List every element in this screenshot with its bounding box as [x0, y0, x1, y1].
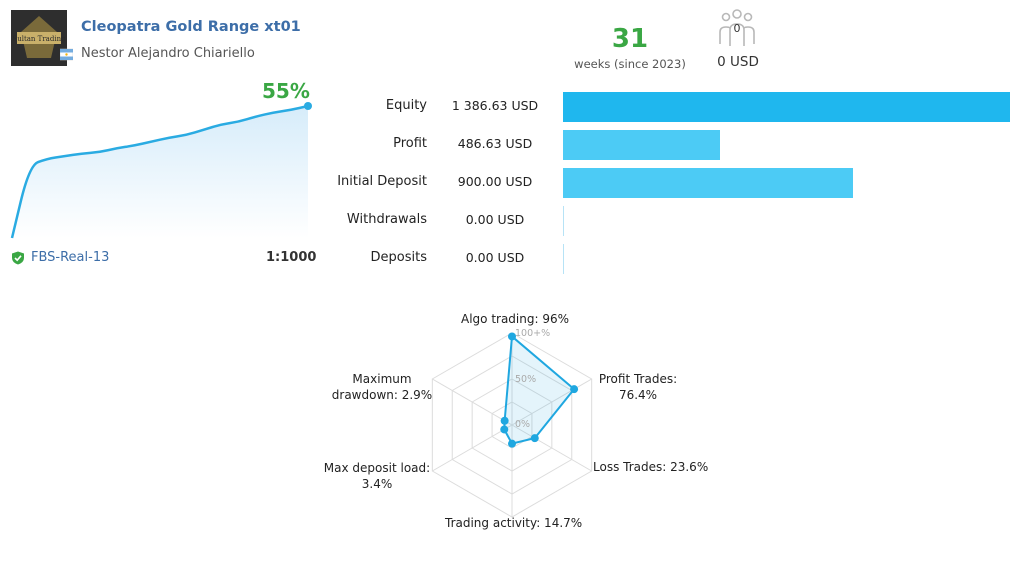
growth-end-point — [304, 102, 312, 110]
signal-title[interactable]: Cleopatra Gold Range xt01 — [81, 19, 301, 35]
verified-shield-icon — [12, 251, 24, 265]
argentina-flag-icon — [60, 48, 73, 61]
author-avatar[interactable]: Sultan Trading — [11, 10, 67, 66]
subscribers-count: 0 — [733, 22, 741, 35]
radar-point — [570, 385, 579, 394]
radar-label-loss-trades: Loss Trades: 23.6% — [593, 460, 709, 474]
radar-label-profit-trades: Profit Trades: 76.4% — [598, 372, 678, 402]
withdrawals-label: Withdrawals — [346, 212, 427, 227]
radar-label-trading-activity: Trading activity: 14.7% — [445, 516, 583, 530]
weeks-count: 31 — [611, 24, 649, 54]
radar-point — [508, 439, 516, 448]
radar-chart — [431, 332, 593, 518]
deposits-value: 0.00 USD — [465, 250, 525, 265]
radar-axis-line — [432, 424, 513, 472]
broker-server[interactable]: FBS-Real-13 — [31, 250, 110, 265]
radar-axis-line — [511, 424, 592, 472]
profit-value: 486.63 USD — [457, 136, 533, 151]
leverage: 1:1000 — [266, 250, 317, 265]
equity-bar — [563, 92, 1010, 122]
growth-chart — [10, 102, 312, 239]
radar-label-max-deposit-load: Max deposit load: 3.4% — [323, 461, 431, 491]
radar-point — [530, 434, 539, 443]
radar-point — [508, 332, 516, 341]
initial-deposit-label: Initial Deposit — [337, 174, 427, 189]
radar-tick-100: 100+% — [515, 328, 551, 339]
growth-area — [12, 106, 308, 238]
subscription-price: 0 USD — [717, 54, 759, 70]
initial-deposit-value: 900.00 USD — [457, 174, 533, 189]
deposits-label: Deposits — [370, 250, 427, 265]
radar-point — [500, 425, 509, 434]
radar-label-max-drawdown: Maximum drawdown: 2.9% — [331, 372, 433, 402]
deposits-bar — [563, 244, 564, 274]
radar-tick-0: 0% — [515, 419, 531, 430]
radar-tick-50: 50% — [515, 374, 537, 385]
profit-label: Profit — [393, 136, 427, 151]
avatar-logo-icon: Sultan Trading — [11, 10, 67, 66]
subscribers-icon — [719, 9, 755, 46]
svg-text:Sultan Trading: Sultan Trading — [12, 35, 66, 43]
weeks-label: weeks (since 2023) — [574, 57, 686, 71]
radar-axis-line — [432, 378, 513, 426]
equity-label: Equity — [385, 98, 427, 113]
radar-label-algo-trading: Algo trading: 96% — [461, 312, 570, 326]
radar-axis-line — [511, 378, 592, 426]
growth-line — [10, 104, 309, 239]
growth-percent: 55% — [262, 79, 310, 103]
withdrawals-bar — [563, 206, 564, 236]
withdrawals-value: 0.00 USD — [465, 212, 525, 227]
profit-bar — [563, 130, 720, 160]
author-name[interactable]: Nestor Alejandro Chiariello — [81, 46, 255, 61]
equity-value: 1 386.63 USD — [451, 98, 539, 113]
radar-point — [500, 416, 509, 425]
initial-deposit-bar — [563, 168, 853, 198]
